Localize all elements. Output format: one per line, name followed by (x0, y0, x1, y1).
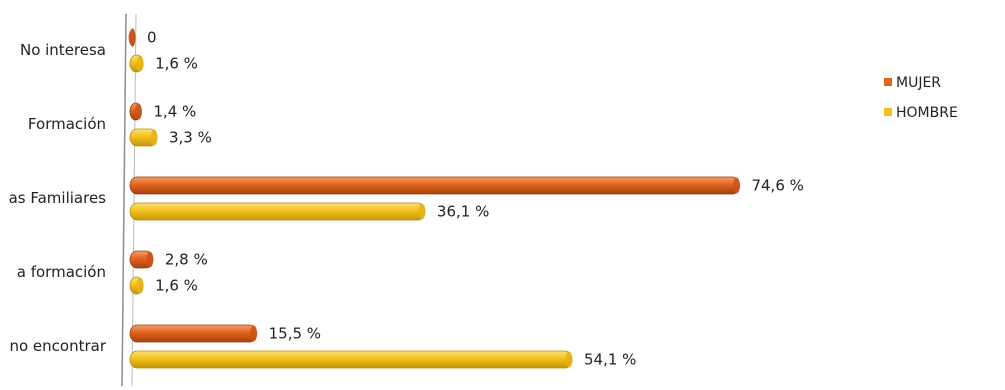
legend-label-mujer: MUJER (896, 75, 941, 91)
bar-mujer (129, 324, 258, 343)
legend-swatch-mujer (884, 78, 892, 86)
category-label: Formación (28, 115, 106, 133)
bar-end-cap-hombre (150, 129, 158, 146)
bar-end-cap-hombre (565, 351, 573, 368)
value-label-hombre: 1,6 % (155, 277, 198, 295)
bar-end-cap-hombre (136, 277, 144, 294)
value-label-hombre: 3,3 % (169, 129, 212, 147)
legend: MUJER HOMBRE (884, 75, 958, 121)
value-label-hombre: 36,1 % (437, 203, 489, 221)
bar-end-cap-mujer (732, 177, 740, 194)
bar-hombre (129, 202, 426, 221)
category-label: no encontrar (9, 337, 106, 355)
bar-end-cap-hombre (418, 203, 426, 220)
bars-layer (128, 28, 740, 369)
bar-hombre (129, 350, 573, 369)
value-labels-layer: 0 1,6 % 1,4 % 3,3 % 74,6 % 36,1 % 2,8 % 1,6 % 15… (147, 29, 804, 369)
category-label: No interesa (20, 41, 106, 59)
legend-label-hombre: HOMBRE (896, 105, 958, 121)
value-label-mujer: 1,4 % (153, 103, 196, 121)
bar-end-cap-mujer (128, 29, 136, 46)
bar-end-cap-mujer (146, 251, 154, 268)
category-axis (121, 13, 137, 387)
bar-mujer (129, 176, 740, 195)
category-labels-layer: No interesa Formación as Familiares a forma… (9, 41, 107, 355)
bar-end-cap-hombre (136, 55, 144, 72)
bar-end-cap-mujer (134, 103, 142, 120)
value-label-hombre: 54,1 % (584, 351, 636, 369)
legend-swatch-hombre (884, 108, 892, 116)
value-label-mujer: 0 (147, 29, 157, 47)
value-label-hombre: 1,6 % (155, 55, 198, 73)
bar-end-cap-mujer (250, 325, 258, 342)
value-label-mujer: 15,5 % (269, 325, 321, 343)
category-label: a formación (17, 263, 106, 281)
value-label-mujer: 74,6 % (751, 177, 803, 195)
value-label-mujer: 2,8 % (165, 251, 208, 269)
category-label: as Familiares (9, 189, 107, 207)
